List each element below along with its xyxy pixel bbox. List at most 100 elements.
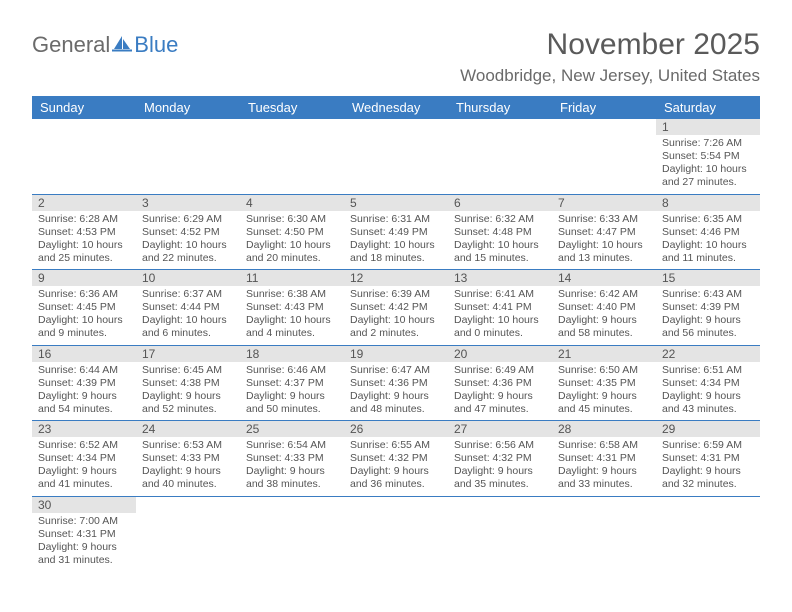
calendar-empty-cell xyxy=(240,119,344,194)
day-number: 30 xyxy=(32,497,136,513)
calendar-day-cell: 15Sunrise: 6:43 AMSunset: 4:39 PMDayligh… xyxy=(656,270,760,346)
day-details: Sunrise: 6:37 AMSunset: 4:44 PMDaylight:… xyxy=(136,286,240,345)
day-details: Sunrise: 6:49 AMSunset: 4:36 PMDaylight:… xyxy=(448,362,552,421)
day-of-week-header: Thursday xyxy=(448,96,552,119)
day-number: 6 xyxy=(448,195,552,211)
calendar-day-cell: 20Sunrise: 6:49 AMSunset: 4:36 PMDayligh… xyxy=(448,345,552,421)
day-number: 7 xyxy=(552,195,656,211)
day-details: Sunrise: 6:55 AMSunset: 4:32 PMDaylight:… xyxy=(344,437,448,496)
calendar-day-cell: 11Sunrise: 6:38 AMSunset: 4:43 PMDayligh… xyxy=(240,270,344,346)
day-details: Sunrise: 6:44 AMSunset: 4:39 PMDaylight:… xyxy=(32,362,136,421)
day-number: 11 xyxy=(240,270,344,286)
calendar-day-cell: 9Sunrise: 6:36 AMSunset: 4:45 PMDaylight… xyxy=(32,270,136,346)
day-details: Sunrise: 6:47 AMSunset: 4:36 PMDaylight:… xyxy=(344,362,448,421)
calendar-day-cell: 13Sunrise: 6:41 AMSunset: 4:41 PMDayligh… xyxy=(448,270,552,346)
day-details: Sunrise: 6:53 AMSunset: 4:33 PMDaylight:… xyxy=(136,437,240,496)
calendar-week-row: 1Sunrise: 7:26 AMSunset: 5:54 PMDaylight… xyxy=(32,119,760,194)
calendar-week-row: 2Sunrise: 6:28 AMSunset: 4:53 PMDaylight… xyxy=(32,194,760,270)
calendar-empty-cell xyxy=(344,496,448,571)
calendar-table: SundayMondayTuesdayWednesdayThursdayFrid… xyxy=(32,96,760,571)
day-number: 27 xyxy=(448,421,552,437)
day-details: Sunrise: 6:45 AMSunset: 4:38 PMDaylight:… xyxy=(136,362,240,421)
day-details: Sunrise: 6:56 AMSunset: 4:32 PMDaylight:… xyxy=(448,437,552,496)
calendar-week-row: 16Sunrise: 6:44 AMSunset: 4:39 PMDayligh… xyxy=(32,345,760,421)
day-details: Sunrise: 6:33 AMSunset: 4:47 PMDaylight:… xyxy=(552,211,656,270)
logo-text-blue: Blue xyxy=(134,32,178,58)
calendar-day-cell: 22Sunrise: 6:51 AMSunset: 4:34 PMDayligh… xyxy=(656,345,760,421)
day-details: Sunrise: 6:41 AMSunset: 4:41 PMDaylight:… xyxy=(448,286,552,345)
calendar-day-cell: 21Sunrise: 6:50 AMSunset: 4:35 PMDayligh… xyxy=(552,345,656,421)
day-details: Sunrise: 6:51 AMSunset: 4:34 PMDaylight:… xyxy=(656,362,760,421)
calendar-day-cell: 23Sunrise: 6:52 AMSunset: 4:34 PMDayligh… xyxy=(32,421,136,497)
calendar-day-cell: 28Sunrise: 6:58 AMSunset: 4:31 PMDayligh… xyxy=(552,421,656,497)
day-number: 24 xyxy=(136,421,240,437)
calendar-empty-cell xyxy=(656,496,760,571)
header: General Blue November 2025 Woodbridge, N… xyxy=(32,28,760,86)
day-number: 26 xyxy=(344,421,448,437)
calendar-day-cell: 2Sunrise: 6:28 AMSunset: 4:53 PMDaylight… xyxy=(32,194,136,270)
calendar-day-cell: 27Sunrise: 6:56 AMSunset: 4:32 PMDayligh… xyxy=(448,421,552,497)
sail-icon xyxy=(112,34,132,57)
calendar-empty-cell xyxy=(552,119,656,194)
day-details: Sunrise: 6:54 AMSunset: 4:33 PMDaylight:… xyxy=(240,437,344,496)
day-number: 22 xyxy=(656,346,760,362)
days-of-week-row: SundayMondayTuesdayWednesdayThursdayFrid… xyxy=(32,96,760,119)
calendar-day-cell: 24Sunrise: 6:53 AMSunset: 4:33 PMDayligh… xyxy=(136,421,240,497)
day-details: Sunrise: 7:26 AMSunset: 5:54 PMDaylight:… xyxy=(656,135,760,194)
day-number: 5 xyxy=(344,195,448,211)
day-number: 28 xyxy=(552,421,656,437)
day-number: 21 xyxy=(552,346,656,362)
calendar-day-cell: 25Sunrise: 6:54 AMSunset: 4:33 PMDayligh… xyxy=(240,421,344,497)
day-number: 17 xyxy=(136,346,240,362)
day-details: Sunrise: 6:59 AMSunset: 4:31 PMDaylight:… xyxy=(656,437,760,496)
calendar-empty-cell xyxy=(240,496,344,571)
day-number: 3 xyxy=(136,195,240,211)
day-details: Sunrise: 7:00 AMSunset: 4:31 PMDaylight:… xyxy=(32,513,136,572)
day-number: 1 xyxy=(656,119,760,135)
calendar-week-row: 9Sunrise: 6:36 AMSunset: 4:45 PMDaylight… xyxy=(32,270,760,346)
day-details: Sunrise: 6:31 AMSunset: 4:49 PMDaylight:… xyxy=(344,211,448,270)
calendar-empty-cell xyxy=(552,496,656,571)
day-of-week-header: Friday xyxy=(552,96,656,119)
day-of-week-header: Saturday xyxy=(656,96,760,119)
day-details: Sunrise: 6:58 AMSunset: 4:31 PMDaylight:… xyxy=(552,437,656,496)
day-number: 20 xyxy=(448,346,552,362)
day-details: Sunrise: 6:35 AMSunset: 4:46 PMDaylight:… xyxy=(656,211,760,270)
title-block: November 2025 Woodbridge, New Jersey, Un… xyxy=(460,28,760,86)
logo: General Blue xyxy=(32,32,178,58)
day-number: 14 xyxy=(552,270,656,286)
day-details: Sunrise: 6:46 AMSunset: 4:37 PMDaylight:… xyxy=(240,362,344,421)
day-details: Sunrise: 6:39 AMSunset: 4:42 PMDaylight:… xyxy=(344,286,448,345)
location: Woodbridge, New Jersey, United States xyxy=(460,66,760,86)
day-number: 4 xyxy=(240,195,344,211)
calendar-day-cell: 14Sunrise: 6:42 AMSunset: 4:40 PMDayligh… xyxy=(552,270,656,346)
calendar-day-cell: 26Sunrise: 6:55 AMSunset: 4:32 PMDayligh… xyxy=(344,421,448,497)
day-number: 13 xyxy=(448,270,552,286)
day-number: 25 xyxy=(240,421,344,437)
day-number: 10 xyxy=(136,270,240,286)
day-number: 2 xyxy=(32,195,136,211)
day-number: 8 xyxy=(656,195,760,211)
day-of-week-header: Wednesday xyxy=(344,96,448,119)
calendar-day-cell: 6Sunrise: 6:32 AMSunset: 4:48 PMDaylight… xyxy=(448,194,552,270)
calendar-day-cell: 29Sunrise: 6:59 AMSunset: 4:31 PMDayligh… xyxy=(656,421,760,497)
day-number: 23 xyxy=(32,421,136,437)
logo-text-general: General xyxy=(32,32,110,58)
calendar-day-cell: 10Sunrise: 6:37 AMSunset: 4:44 PMDayligh… xyxy=(136,270,240,346)
day-details: Sunrise: 6:43 AMSunset: 4:39 PMDaylight:… xyxy=(656,286,760,345)
calendar-day-cell: 8Sunrise: 6:35 AMSunset: 4:46 PMDaylight… xyxy=(656,194,760,270)
calendar-empty-cell xyxy=(136,496,240,571)
day-of-week-header: Tuesday xyxy=(240,96,344,119)
calendar-day-cell: 12Sunrise: 6:39 AMSunset: 4:42 PMDayligh… xyxy=(344,270,448,346)
calendar-week-row: 23Sunrise: 6:52 AMSunset: 4:34 PMDayligh… xyxy=(32,421,760,497)
calendar-day-cell: 5Sunrise: 6:31 AMSunset: 4:49 PMDaylight… xyxy=(344,194,448,270)
day-details: Sunrise: 6:28 AMSunset: 4:53 PMDaylight:… xyxy=(32,211,136,270)
day-details: Sunrise: 6:29 AMSunset: 4:52 PMDaylight:… xyxy=(136,211,240,270)
calendar-day-cell: 1Sunrise: 7:26 AMSunset: 5:54 PMDaylight… xyxy=(656,119,760,194)
day-number: 18 xyxy=(240,346,344,362)
day-number: 15 xyxy=(656,270,760,286)
calendar-empty-cell xyxy=(344,119,448,194)
calendar-day-cell: 18Sunrise: 6:46 AMSunset: 4:37 PMDayligh… xyxy=(240,345,344,421)
day-details: Sunrise: 6:32 AMSunset: 4:48 PMDaylight:… xyxy=(448,211,552,270)
month-title: November 2025 xyxy=(460,28,760,62)
